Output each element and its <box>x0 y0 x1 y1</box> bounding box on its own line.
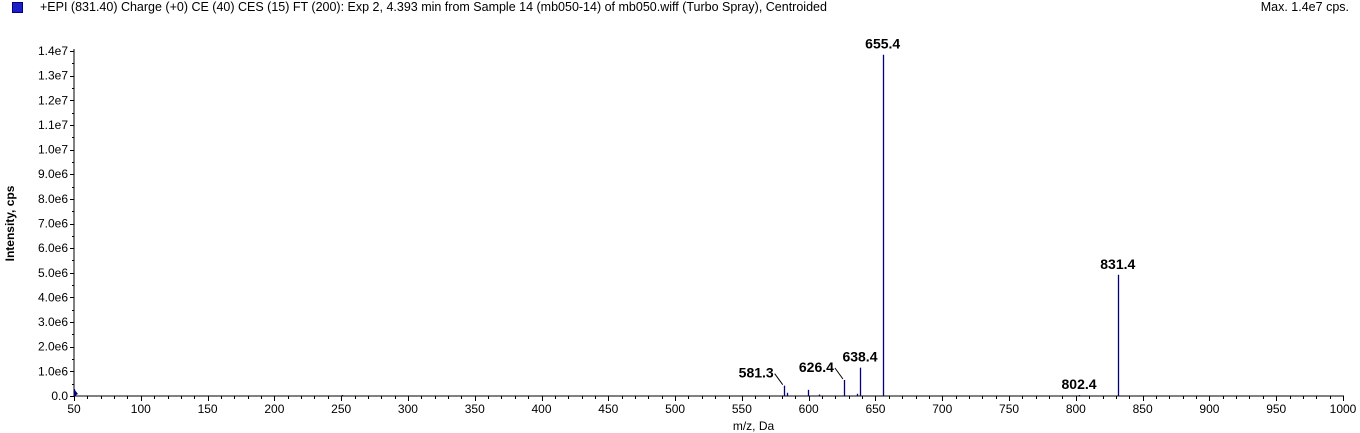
x-tick-label: 150 <box>198 402 218 416</box>
y-tick-label: 7.0e6 <box>38 217 68 231</box>
y-tick-label: 1.4e7 <box>38 44 68 58</box>
chart-axes: 50 100 150 200 250 300 350 400 450 500 550 600 650 70… <box>38 44 1357 416</box>
peak-label: 802.4 <box>1062 376 1097 392</box>
peak-label-leader <box>774 373 784 385</box>
peak-label: 831.4 <box>1100 256 1135 272</box>
x-tick-label: 200 <box>264 402 284 416</box>
x-tick-label: 100 <box>131 402 151 416</box>
x-tick-label: 300 <box>398 402 418 416</box>
x-tick-label: 400 <box>532 402 552 416</box>
x-tick-label: 350 <box>465 402 485 416</box>
x-tick-label: 500 <box>665 402 685 416</box>
y-tick-label: 2.0e6 <box>38 340 68 354</box>
spectrum-title: +EPI (831.40) Charge (+0) CE (40) CES (1… <box>40 0 827 14</box>
x-tick-label: 850 <box>1133 402 1153 416</box>
peak-label: 638.4 <box>842 349 877 365</box>
y-tick-label: 1.0e6 <box>38 364 68 378</box>
y-tick-label: 5.0e6 <box>38 266 68 280</box>
precursor-marker <box>74 389 78 396</box>
x-tick-label: 750 <box>999 402 1019 416</box>
peak-label: 581.3 <box>739 365 774 381</box>
x-tick-label: 450 <box>598 402 618 416</box>
peak-label-leader <box>834 367 844 380</box>
y-tick-label: 6.0e6 <box>38 241 68 255</box>
peak-label: 626.4 <box>799 359 834 375</box>
legend-swatch <box>12 2 23 13</box>
y-tick-label: 1.0e7 <box>38 143 68 157</box>
x-tick-label: 900 <box>1199 402 1219 416</box>
x-tick-label: 950 <box>1266 402 1286 416</box>
y-tick-label: 1.3e7 <box>38 69 68 83</box>
y-tick-label: 3.0e6 <box>38 315 68 329</box>
y-tick-label: 1.1e7 <box>38 118 68 132</box>
x-tick-label: 600 <box>799 402 819 416</box>
x-tick-label: 650 <box>865 402 885 416</box>
max-intensity-label: Max. 1.4e7 cps. <box>1260 0 1349 14</box>
x-tick-label: 800 <box>1066 402 1086 416</box>
peak-series <box>73 54 1120 396</box>
y-tick-label: 9.0e6 <box>38 167 68 181</box>
peak-labels: 581.3 626.4 638.4 655.4 802.4 831.4 <box>739 36 1136 392</box>
x-tick-label: 50 <box>67 402 81 416</box>
y-axis-title: Intensity, cps <box>3 185 17 261</box>
peak-label: 655.4 <box>865 36 900 52</box>
y-tick-label: 8.0e6 <box>38 192 68 206</box>
x-tick-label: 550 <box>732 402 752 416</box>
y-tick-label: 4.0e6 <box>38 290 68 304</box>
y-tick-label: 1.2e7 <box>38 93 68 107</box>
x-tick-label: 1000 <box>1330 402 1357 416</box>
x-tick-label: 250 <box>331 402 351 416</box>
x-tick-label: 700 <box>932 402 952 416</box>
x-axis-title: m/z, Da <box>733 419 775 433</box>
y-tick-label: 0.0 <box>51 389 68 403</box>
